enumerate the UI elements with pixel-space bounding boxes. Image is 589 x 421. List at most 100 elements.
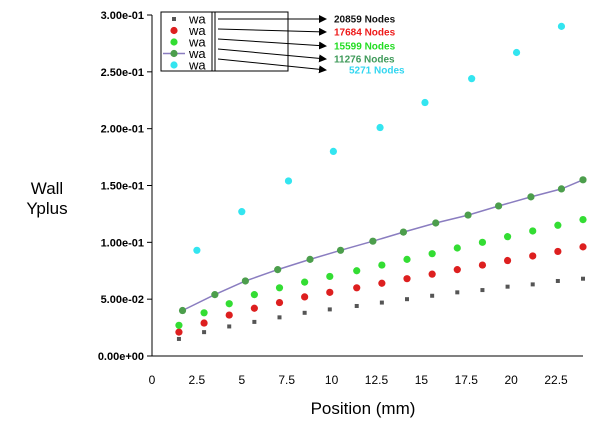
data-point [530,282,535,287]
y-tick-label: 0.00e+00 [98,351,144,363]
node-count-label: 15599 Nodes [334,42,396,53]
series [178,176,587,315]
data-point [378,279,386,287]
data-point [225,311,233,319]
legend-box [160,11,289,72]
y-tick-label: 3.00e-01 [101,10,144,22]
data-point [421,98,429,107]
x-tick-label: 20 [504,373,518,387]
plot-series [175,22,587,341]
y-tick-label: 1.00e-01 [101,237,144,249]
legend-label: wa [188,12,206,27]
data-point [478,238,487,246]
node-count-label: 5271 Nodes [349,66,405,77]
x-tick-label: 22.5 [544,373,568,387]
y-axis-title-line-1: Wall [31,179,63,198]
data-point [250,304,258,312]
y-tick-label: 1.50e-01 [101,181,144,193]
series [176,276,585,341]
data-point [581,276,585,281]
data-point [529,227,537,235]
series [175,216,587,329]
x-axis-title: Position (mm) [311,399,416,418]
x-tick-label: 10 [325,373,339,387]
data-point [529,252,537,260]
data-point [378,261,386,269]
data-point [505,284,510,289]
data-point [277,315,282,320]
data-point [579,243,587,251]
data-point [430,293,435,298]
data-point [211,291,219,299]
data-point [432,219,440,227]
data-point [579,176,587,184]
data-point [275,284,284,292]
data-point [399,228,408,236]
data-point [175,321,183,329]
data-point [178,306,187,315]
x-tick-label: 0 [149,373,156,387]
data-point [403,255,411,263]
data-point [252,319,257,324]
data-point [376,123,384,132]
data-point [554,247,562,256]
data-point [326,272,334,281]
data-point [494,202,503,210]
data-point [557,185,566,193]
data-point [512,48,521,57]
legend-label: wa [188,23,206,38]
data-point [200,319,208,327]
data-point [379,300,384,305]
x-tick-label: 2.5 [189,373,206,387]
data-point [403,275,411,283]
x-tick-label: 12.5 [365,373,389,387]
legend-label: wa [188,35,206,50]
legend-marker [170,38,178,46]
y-tick-label: 5.00e-02 [101,294,144,306]
data-point [428,270,436,278]
data-point [306,255,314,263]
data-point [405,297,410,302]
data-point [503,256,512,265]
x-tick-label: 7.5 [278,373,295,387]
data-point [284,177,293,185]
data-point [193,246,201,254]
legend-marker [170,61,178,69]
node-count-label: 17684 Nodes [334,28,396,39]
data-point [326,288,334,296]
data-point [301,293,309,301]
annotation-arrow [217,27,327,36]
x-tick-label: 17.5 [455,373,479,387]
data-point [527,193,535,201]
x-tick-label: 15 [415,373,429,387]
data-point [238,208,246,216]
data-point [428,250,436,258]
data-point [241,277,249,285]
data-point [327,307,332,312]
annotation-arrow [217,38,327,50]
data-point [176,336,181,341]
data-point [175,328,183,336]
data-point [227,324,232,329]
data-point [302,310,307,315]
data-point [503,233,512,241]
legend-marker [170,49,178,58]
data-point [555,278,560,283]
data-point [455,290,460,295]
data-point [478,261,487,269]
data-point [275,298,284,307]
data-point [202,330,207,335]
legend-marker [170,26,178,35]
annotation-arrow [217,48,327,63]
data-point [557,22,566,30]
data-point [336,246,345,254]
node-count-label: 11276 Nodes [334,55,395,66]
data-point [353,267,361,275]
node-count-label: 20859 Nodes [334,15,396,26]
axes: 0.00e+00 5.00e-02 1.00e-01 1.50e-01 2.00e-01… [98,10,583,387]
data-point [274,266,282,274]
data-point [301,278,309,286]
legend-label: wa [188,46,206,61]
